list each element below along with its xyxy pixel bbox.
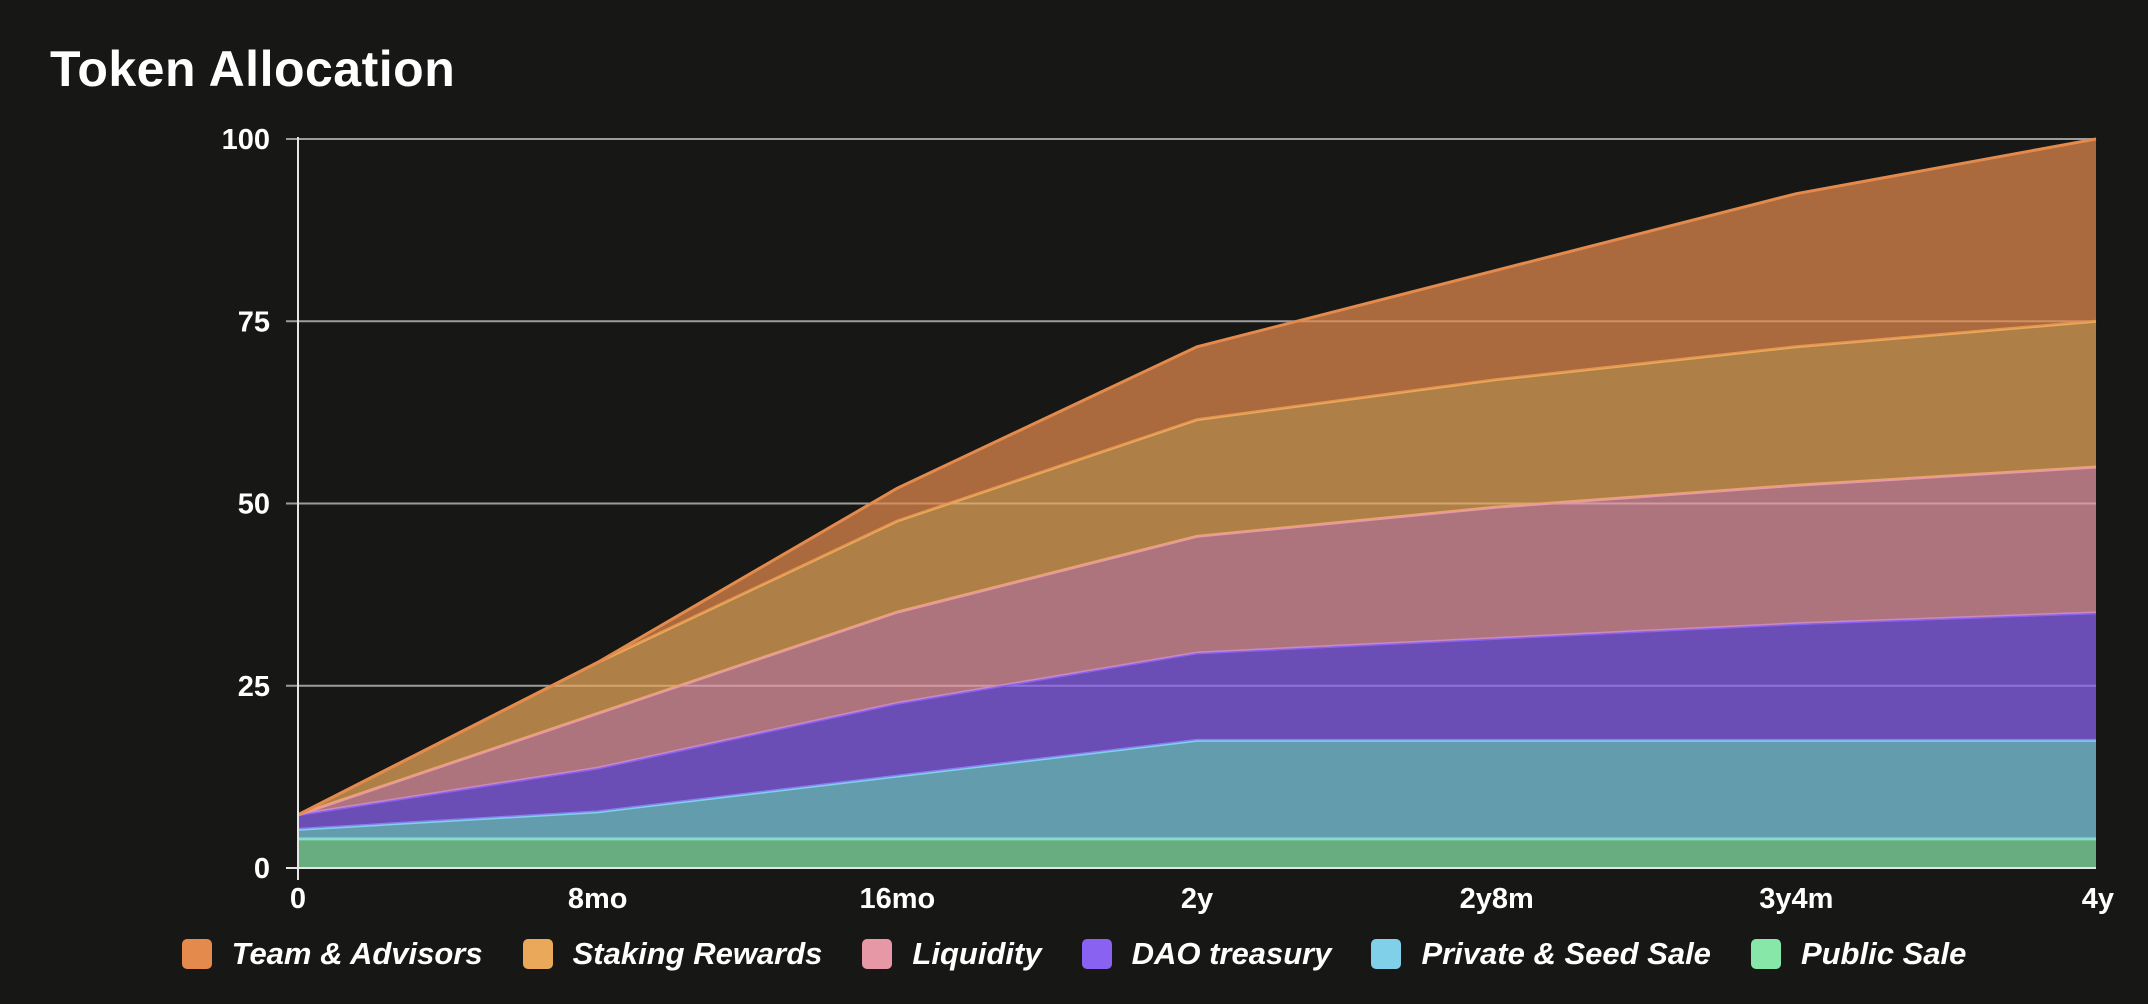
- legend-swatch: [181, 939, 212, 969]
- x-tick-label: 2y: [1181, 883, 1213, 915]
- area-private-seed-sale: [298, 740, 2096, 839]
- legend-item-team-advisors[interactable]: Team & Advisors: [181, 936, 483, 972]
- legend-label: Liquidity: [912, 936, 1042, 971]
- legend-item-liquidity[interactable]: Liquidity: [862, 936, 1042, 972]
- x-tick-label: 2y8m: [1460, 883, 1534, 915]
- area-staking-rewards: [298, 321, 2096, 815]
- line-team-advisors: [297, 137, 2097, 817]
- area-dao-treasury: [298, 612, 2096, 830]
- x-tick-label: 4y: [2082, 883, 2114, 915]
- legend-swatch: [862, 939, 893, 969]
- legend-label: Public Sale: [1800, 936, 1967, 971]
- y-tick-label: 0: [254, 853, 270, 885]
- x-tick-label: 3y4m: [1759, 883, 1833, 915]
- legend-label: Private & Seed Sale: [1421, 936, 1711, 971]
- legend-swatch: [522, 939, 553, 969]
- legend-label: DAO treasury: [1131, 936, 1332, 971]
- chart-title: Token Allocation: [50, 41, 456, 97]
- x-tick-label: 16mo: [859, 883, 935, 915]
- y-tick-label: 25: [238, 671, 270, 703]
- area-public-sale: [298, 838, 2096, 868]
- y-tick-label: 50: [238, 489, 270, 521]
- area-team-advisors: [298, 139, 2096, 815]
- x-tick-label: 0: [290, 883, 306, 915]
- legend-item-public-sale[interactable]: Public Sale: [1750, 936, 1967, 972]
- legend-label: Staking Rewards: [572, 936, 823, 971]
- x-tick-label: 8mo: [568, 883, 628, 915]
- legend-item-dao-treasury[interactable]: DAO treasury: [1081, 936, 1332, 972]
- y-axis-ticks: 0 25 50 75 100: [222, 124, 270, 885]
- y-tick-label: 75: [238, 306, 270, 338]
- legend-swatch: [1081, 939, 1112, 969]
- axes: [286, 137, 2096, 880]
- area-layer: [297, 137, 2097, 868]
- legend-swatch: [1750, 939, 1781, 969]
- legend-label: Team & Advisors: [231, 936, 483, 971]
- legend-item-staking-rewards[interactable]: Staking Rewards: [522, 936, 823, 972]
- y-tick-label: 100: [222, 124, 270, 156]
- x-axis-ticks: 0 8mo 16mo 2y 2y8m 3y4m 4y: [290, 883, 2114, 915]
- legend-swatch: [1371, 939, 1402, 969]
- legend: Team & Advisors Staking Rewards Liquidity D…: [0, 936, 2148, 972]
- area-liquidity: [298, 467, 2096, 815]
- stacked-area-chart: 0 25 50 75 100 0 8mo 16mo 2y 2y8m 3y4m 4y: [222, 124, 2114, 915]
- legend-item-private-seed-sale[interactable]: Private & Seed Sale: [1371, 936, 1711, 972]
